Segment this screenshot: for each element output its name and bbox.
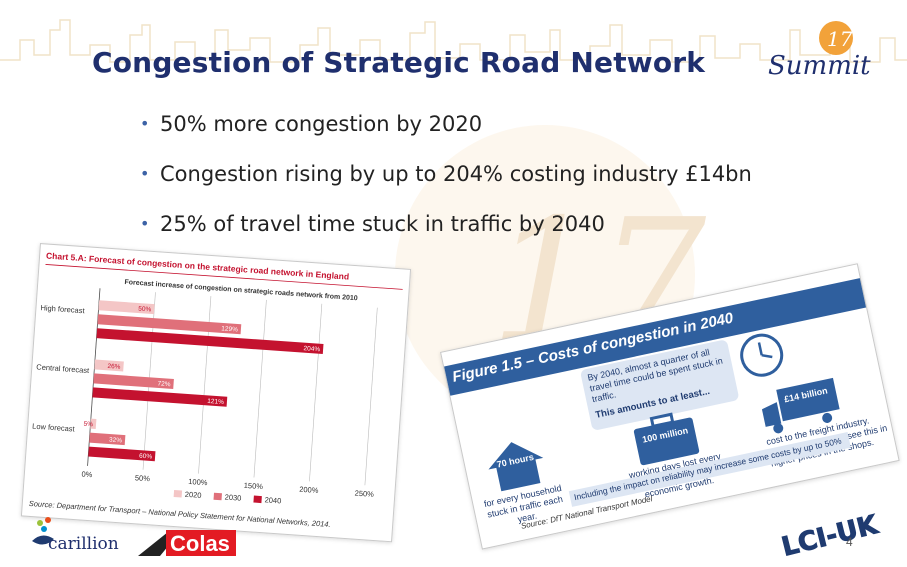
chart-bar [96, 328, 324, 354]
chart-data-label: 121% [207, 398, 224, 406]
chart-gridline [364, 307, 378, 486]
chart-bar [97, 314, 242, 335]
chart-bars: 50% 129% 204% 26% 72% 121% 5% 32% 60% [83, 300, 324, 462]
bullet-text: 50% more congestion by 2020 [160, 112, 483, 136]
chart-bar [93, 373, 174, 389]
colas-logo-text: Colas [170, 531, 230, 556]
bullet-text: Congestion rising by up to 204% costing … [160, 162, 752, 186]
chart-data-label: 5% [83, 421, 93, 429]
chart-bar [94, 359, 124, 372]
congestion-chart-card: Chart 5.A: Forecast of congestion on the… [20, 243, 412, 543]
page-number: 4 [846, 535, 853, 549]
house-icon [488, 442, 544, 492]
figure-band-text: Including the impact on reliability may … [573, 435, 843, 503]
chart-data-label: 129% [221, 325, 238, 333]
chart-bar [89, 432, 126, 446]
chart-gridline [253, 299, 267, 478]
bullet-text: 25% of travel time stuck in traffic by 2… [160, 212, 605, 236]
colas-logo: Colas [138, 530, 236, 556]
summit-logo-number: 17 [827, 27, 853, 51]
chart-data-label: 72% [157, 380, 171, 388]
chart-data-label: 26% [107, 363, 121, 371]
chart-data-label: 50% [138, 306, 152, 314]
bullet-dot-icon: • [140, 164, 150, 183]
chart-tick-label: 50% [135, 473, 151, 483]
chart-category-label: Central forecast [36, 362, 90, 375]
chart-bar [98, 300, 155, 315]
chart-legend-label: 2030 [224, 493, 241, 503]
chart-tick-label: 100% [188, 477, 208, 487]
congestion-bar-chart: Chart 5.A: Forecast of congestion on the… [28, 250, 403, 529]
chart-category-label: Low forecast [32, 422, 76, 434]
chart-legend-swatch [253, 495, 262, 504]
chart-gridline [309, 303, 323, 482]
summit-logo: 17 Summit [768, 21, 871, 81]
chart-legend-swatch [173, 489, 183, 498]
chart-data-label: 204% [303, 345, 320, 353]
chart-data-label: 32% [109, 436, 123, 444]
chart-legend-swatch [213, 492, 222, 501]
briefcase-icon [633, 412, 700, 466]
carillion-logo: carillion [32, 517, 119, 554]
chart-legend: 2020 2030 2040 [173, 489, 282, 505]
skyline-decoration [0, 19, 907, 63]
chart-tick-label: 250% [354, 489, 374, 499]
chart-ticks: 0% 50% 100% 150% 200% 250% [81, 469, 374, 498]
chart-category-label: High forecast [40, 303, 86, 315]
clock-icon [740, 333, 784, 377]
carillion-logo-text: carillion [48, 534, 119, 554]
chart-tick-label: 0% [81, 469, 93, 479]
bullet-list: • 50% more congestion by 2020 • Congestion… [140, 108, 752, 258]
chart-bar [88, 446, 156, 462]
chart-categories: High forecast Central forecast Low forecas… [32, 303, 90, 434]
bullet-item: • 50% more congestion by 2020 [140, 108, 752, 158]
chart-legend-label: 2020 [185, 490, 202, 500]
chart-data-label: 60% [139, 453, 153, 461]
costs-figure-card: Figure 1.5 – Costs of congestion in 2040… [440, 263, 900, 550]
lci-uk-logo: LCI-UK [778, 509, 882, 556]
chart-subtitle: Forecast increase of congestion on strat… [124, 279, 358, 302]
bullet-dot-icon: • [140, 214, 150, 233]
summit-logo-text: Summit [768, 51, 871, 81]
slide-title: Congestion of Strategic Road Network [92, 46, 706, 79]
bullet-item: • Congestion rising by up to 204% costing… [140, 158, 752, 208]
chart-legend-label: 2040 [264, 495, 281, 505]
chart-bar [90, 418, 97, 430]
chart-tick-label: 200% [299, 485, 319, 495]
chart-bar [92, 387, 228, 407]
figure-reliability-band: Including the impact on reliability may … [568, 432, 851, 507]
truck-icon [761, 377, 840, 434]
bullet-dot-icon: • [140, 114, 150, 133]
bullet-item: • 25% of travel time stuck in traffic by … [140, 208, 752, 258]
lci-logo-text: LCI-UK [779, 510, 882, 556]
chart-tick-label: 150% [243, 481, 263, 491]
